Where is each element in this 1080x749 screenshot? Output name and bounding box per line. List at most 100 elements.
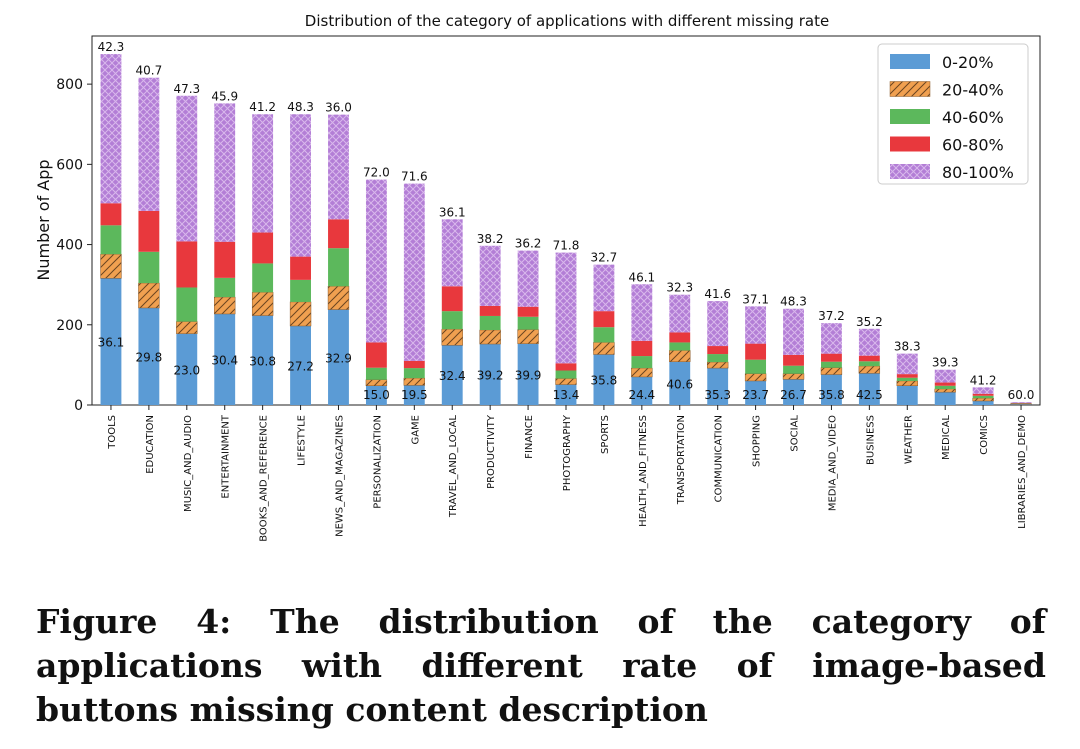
legend-swatch [890, 136, 930, 152]
bar-bottom-label: 32.4 [439, 369, 466, 383]
bar-bottom-label: 35.8 [591, 374, 618, 388]
bar-bottom-label: 32.9 [325, 351, 352, 365]
bar-segment [896, 353, 918, 375]
bar-segment [555, 363, 577, 371]
x-tick-label: EDUCATION [145, 415, 156, 474]
bar-segment [214, 241, 236, 278]
bars [100, 54, 1032, 405]
bar-segment [176, 321, 198, 334]
bar-segment [745, 306, 767, 344]
bar-segment [821, 323, 842, 354]
bar-segment [783, 379, 804, 405]
bar-segment [328, 114, 349, 220]
bar-segment [479, 344, 501, 405]
bar-bottom-label: 29.8 [136, 350, 163, 364]
x-tick-label: NEWS_AND_MAGAZINES [334, 415, 345, 537]
bar-segment [1010, 404, 1032, 405]
bar-top-label: 36.2 [515, 237, 542, 251]
bar-segment [820, 367, 843, 375]
legend-swatch [889, 81, 931, 97]
legend-swatch [890, 164, 930, 179]
x-tick-label: WEATHER [903, 415, 914, 464]
stacked-bar-chart: Distribution of the category of applicat… [34, 12, 1041, 542]
bar-segment [479, 329, 501, 345]
bar-segment [593, 311, 615, 328]
bar-segment [365, 342, 387, 368]
bar-segment [555, 378, 577, 385]
legend-swatch [890, 109, 930, 124]
bar-top-label: 46.1 [628, 270, 655, 284]
bar-segment [479, 315, 501, 330]
bar-segment [251, 292, 274, 316]
bar-top-label: 41.2 [970, 373, 997, 387]
legend-label: 80-100% [942, 163, 1014, 182]
bar-bottom-label: 24.4 [628, 388, 655, 402]
bar-segment [896, 374, 918, 378]
bar-top-label: 72.0 [363, 166, 390, 180]
bar-segment [783, 354, 804, 366]
bar-top-label: 36.0 [325, 101, 352, 115]
bar-segment [441, 311, 463, 330]
y-axis-label: Number of App [34, 159, 53, 280]
bar-bottom-label: 30.4 [211, 353, 238, 367]
bar-segment [669, 361, 691, 405]
bar-segment [328, 219, 349, 249]
y-tick-label: 200 [56, 318, 83, 334]
bar-segment [707, 361, 729, 369]
figure-caption: Figure 4: The distribution of the catego… [36, 602, 1046, 729]
bar-segment [100, 225, 122, 255]
bar-segment [138, 282, 160, 309]
bar-segment [365, 385, 387, 405]
bar-top-label: 38.3 [894, 340, 921, 354]
bar-top-label: 39.3 [932, 356, 959, 370]
bar-segment [214, 313, 236, 405]
bar-segment [365, 379, 388, 386]
bar-segment [745, 380, 767, 405]
bar-segment [403, 368, 425, 379]
bar-segment [972, 387, 994, 394]
bar-segment [669, 332, 691, 343]
bar-segment [593, 354, 615, 405]
bar-segment [479, 305, 501, 316]
legend-swatch [890, 54, 930, 69]
bar-top-label: 38.2 [477, 232, 504, 246]
bar-bottom-label: 39.9 [515, 368, 542, 382]
bar-segment [290, 256, 311, 280]
bar-segment [745, 343, 767, 360]
bar-segment [138, 307, 160, 405]
x-tick-label: SOCIAL [790, 415, 801, 452]
bar-bottom-label: 15.0 [363, 388, 390, 402]
bar-top-label: 37.2 [818, 309, 845, 323]
bar-segment [403, 183, 425, 361]
bar-top-label: 48.3 [287, 100, 314, 114]
bar-segment [517, 329, 539, 344]
chart-title: Distribution of the category of applicat… [305, 12, 829, 30]
x-tick-label: COMICS [979, 415, 990, 455]
bar-segment [934, 369, 956, 383]
bar-segment [138, 251, 160, 284]
legend-label: 20-40% [942, 81, 1004, 100]
y-tick-label: 600 [56, 157, 83, 173]
bar-segment [934, 388, 956, 393]
legend-label: 0-20% [942, 53, 994, 72]
bar-segment [479, 245, 501, 306]
bar-segment [214, 103, 236, 242]
bar-segment [631, 367, 653, 378]
bar-segment [783, 308, 804, 355]
bar-top-label: 42.3 [98, 40, 125, 54]
x-tick-label: MEDICAL [941, 415, 952, 460]
bar-segment [821, 374, 842, 405]
bar-bottom-label: 23.7 [742, 388, 769, 402]
x-tick-label: SHOPPING [752, 415, 763, 467]
bar-segment [100, 54, 122, 204]
bar-top-label: 71.8 [553, 239, 580, 253]
bar-top-label: 40.7 [136, 64, 163, 78]
bar-segment [441, 219, 463, 287]
bar-top-label: 48.3 [780, 295, 807, 309]
bar-segment [707, 354, 729, 363]
bar-bottom-label: 35.3 [704, 388, 731, 402]
legend-label: 60-80% [942, 136, 1004, 155]
bar-segment [745, 359, 767, 374]
bar-segment [441, 328, 463, 346]
bar-top-label: 45.9 [211, 89, 238, 103]
